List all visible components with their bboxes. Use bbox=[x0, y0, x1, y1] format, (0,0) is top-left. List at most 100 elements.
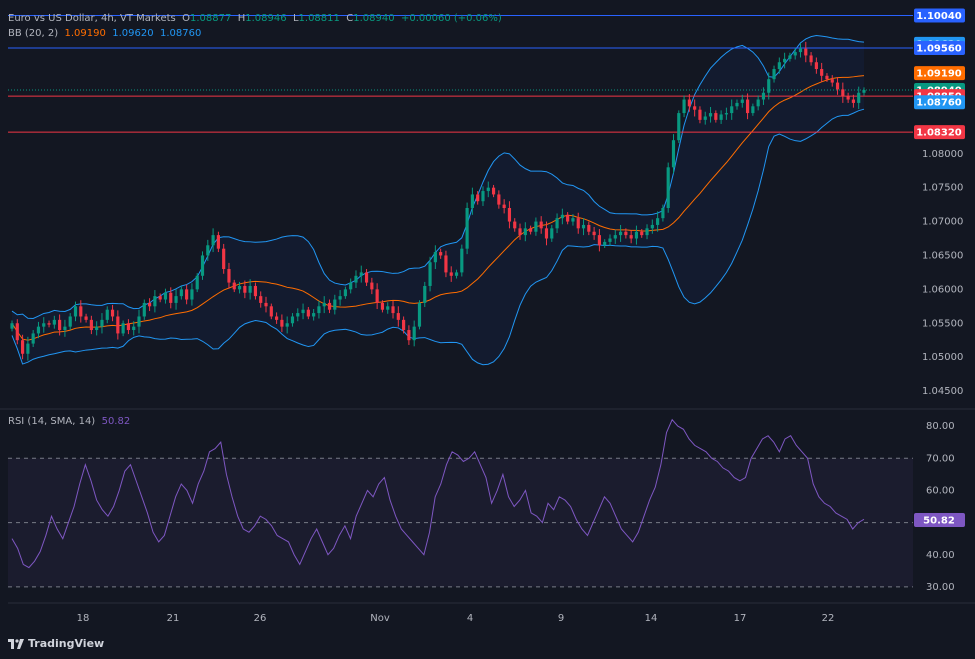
candle-body bbox=[513, 221, 517, 229]
rsi-tick-label: 60.00 bbox=[926, 485, 955, 496]
candle-body bbox=[597, 235, 601, 246]
time-tick-label: 26 bbox=[254, 613, 267, 624]
candle-body bbox=[36, 326, 41, 334]
candle-body bbox=[142, 302, 146, 317]
bb-label: BB (20, 2) bbox=[8, 28, 59, 39]
bb-lower-line bbox=[11, 108, 865, 366]
price-tag-text: 1.10040 bbox=[916, 11, 962, 22]
candle-body bbox=[465, 208, 469, 249]
candle-body bbox=[296, 313, 300, 317]
candle-body bbox=[20, 340, 25, 354]
candle-body bbox=[460, 248, 464, 273]
candle-body bbox=[751, 106, 755, 114]
candle-body bbox=[190, 289, 194, 300]
candle-body bbox=[624, 231, 628, 236]
candle-body bbox=[476, 194, 480, 202]
candle-body bbox=[470, 194, 474, 208]
candle-body bbox=[327, 302, 332, 310]
bb-header: BB (20, 2) 1.09190 1.09620 1.08760 bbox=[8, 28, 201, 39]
candle-body bbox=[783, 58, 787, 63]
candle-body bbox=[603, 241, 607, 246]
candle-body bbox=[349, 282, 353, 290]
candle-body bbox=[359, 272, 363, 276]
candle-body bbox=[174, 296, 178, 303]
bb-upper-value: 1.09620 bbox=[112, 28, 154, 39]
candle-body bbox=[95, 326, 99, 331]
candle-body bbox=[433, 252, 437, 263]
candle-body bbox=[618, 231, 623, 236]
candle-body bbox=[417, 302, 422, 327]
candle-body bbox=[566, 214, 570, 222]
bb-basis-value: 1.09190 bbox=[64, 28, 106, 39]
candle-body bbox=[820, 69, 824, 76]
candle-body bbox=[163, 292, 168, 300]
candle-body bbox=[544, 228, 549, 239]
candle-body bbox=[756, 99, 760, 107]
candle-body bbox=[862, 90, 866, 93]
candle-body bbox=[52, 319, 56, 325]
candle-body bbox=[835, 82, 840, 90]
candle-body bbox=[269, 306, 273, 317]
candle-body bbox=[851, 99, 856, 103]
open-key: O bbox=[182, 13, 190, 24]
tradingview-logo[interactable]: TradingView bbox=[8, 637, 104, 650]
rsi-value-tag bbox=[914, 512, 965, 527]
price-tick-label: 1.05500 bbox=[922, 318, 963, 329]
candle-body bbox=[454, 272, 459, 276]
candle-body bbox=[613, 235, 617, 239]
candle-body bbox=[68, 316, 72, 327]
candle-body bbox=[666, 167, 670, 208]
price-tag-text: 1.08320 bbox=[916, 128, 962, 139]
candle-body bbox=[10, 323, 14, 329]
candle-body bbox=[444, 255, 448, 273]
candle-body bbox=[809, 55, 813, 63]
candle-body bbox=[317, 306, 321, 314]
rsi-value-tag-text: 50.82 bbox=[923, 515, 955, 526]
candle-body bbox=[79, 306, 83, 317]
price-tag-text: 1.08760 bbox=[916, 98, 962, 109]
candle-body bbox=[179, 289, 183, 297]
rsi-label: RSI (14, SMA, 14) bbox=[8, 416, 96, 427]
candle-body bbox=[677, 113, 681, 141]
symbol-title: Euro vs US Dollar, 4h, VT Markets bbox=[8, 13, 176, 24]
candle-body bbox=[724, 113, 728, 115]
candle-body bbox=[185, 289, 189, 300]
candle-body bbox=[237, 285, 242, 290]
time-tick-label: Nov bbox=[370, 613, 390, 624]
candle-body bbox=[661, 208, 665, 219]
high-key: H bbox=[237, 13, 246, 24]
candle-body bbox=[576, 218, 580, 229]
candle-body bbox=[407, 330, 411, 341]
candle-body bbox=[275, 316, 279, 320]
candle-body bbox=[259, 296, 263, 303]
candle-body bbox=[216, 235, 220, 249]
candle-body bbox=[830, 79, 834, 83]
price-tag: 1.09190 bbox=[914, 66, 965, 81]
price-tick-label: 1.07000 bbox=[922, 217, 963, 228]
candle-body bbox=[634, 231, 639, 239]
candle-body bbox=[550, 228, 554, 239]
candle-body bbox=[322, 302, 326, 307]
candle-body bbox=[491, 187, 496, 195]
candle-body bbox=[698, 109, 702, 120]
candle-body bbox=[15, 323, 19, 341]
candle-body bbox=[486, 187, 490, 192]
candle-body bbox=[195, 275, 199, 290]
candle-body bbox=[89, 319, 93, 331]
candle-body bbox=[132, 326, 136, 331]
candle-body bbox=[31, 333, 35, 344]
candle-body bbox=[798, 48, 803, 53]
candle-body bbox=[121, 323, 125, 334]
candle-body bbox=[640, 231, 644, 236]
candle-body bbox=[137, 316, 141, 327]
candle-body bbox=[354, 275, 358, 283]
candle-body bbox=[153, 296, 157, 307]
candle-body bbox=[428, 262, 432, 286]
candle-body bbox=[592, 231, 596, 236]
logo-text: TradingView bbox=[28, 637, 105, 650]
candle-body bbox=[306, 309, 310, 317]
candle-body bbox=[449, 272, 453, 276]
candle-body bbox=[497, 194, 501, 205]
candle-body bbox=[333, 299, 337, 310]
